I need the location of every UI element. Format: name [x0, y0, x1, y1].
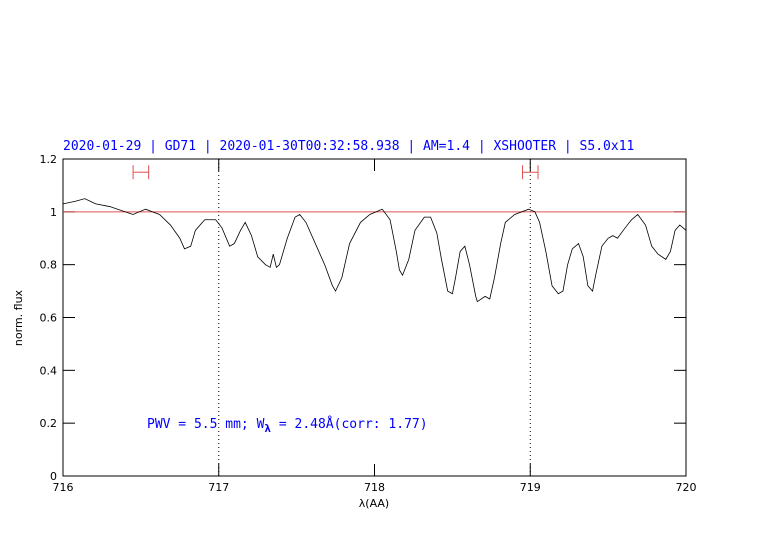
x-tick-label: 719	[520, 481, 541, 494]
annotation-rest: = 2.48Å(corr: 1.77)	[271, 416, 428, 432]
interval-marker	[132, 165, 150, 180]
annotation-subscript: λ	[264, 422, 271, 435]
chart-title: 2020-01-29 | GD71 | 2020-01-30T00:32:58.…	[63, 139, 634, 154]
y-tick-label: 0.8	[40, 259, 58, 272]
annotation: PWV = 5.5 mm; Wλ = 2.48Å(corr: 1.77)	[147, 416, 428, 435]
interval-marker	[521, 165, 539, 180]
y-tick-label: 0.2	[40, 417, 58, 430]
y-tick-label: 0	[50, 470, 57, 483]
y-tick-label: 1.2	[40, 153, 58, 166]
y-tick-label: 0.4	[40, 364, 58, 377]
y-axis-label: norm. flux	[12, 289, 25, 346]
x-tick-label: 720	[676, 481, 697, 494]
spectrum-line	[62, 198, 687, 303]
x-tick-label: 716	[53, 481, 74, 494]
y-tick-label: 1	[50, 206, 57, 219]
x-axis-label: λ(AA)	[359, 497, 389, 510]
x-tick-label: 717	[208, 481, 229, 494]
x-tick-label: 718	[364, 481, 385, 494]
y-tick-label: 0.6	[40, 312, 58, 325]
annotation-text: PWV = 5.5 mm; W	[147, 417, 265, 432]
